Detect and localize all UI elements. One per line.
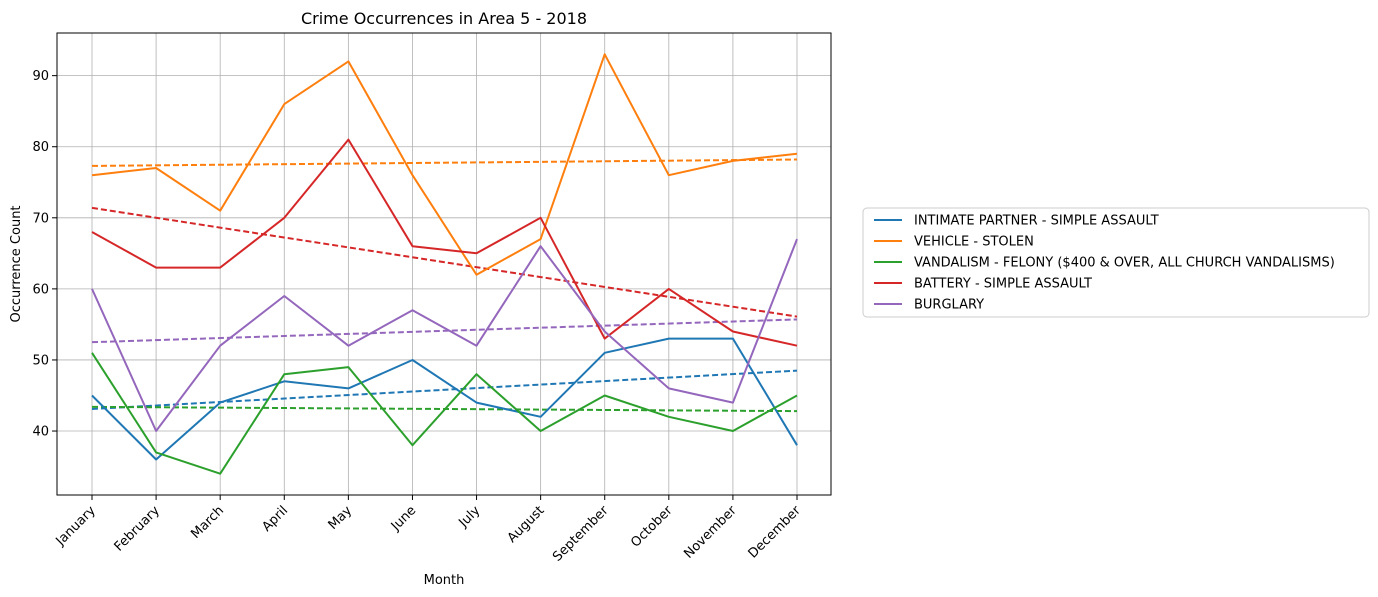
x-tick-label: March <box>188 503 227 542</box>
series-line-1 <box>91 53 798 276</box>
y-tick-label: 70 <box>32 211 49 226</box>
trendline-series-1 <box>91 158 798 167</box>
series-line-4 <box>91 238 798 432</box>
x-tick-label: December <box>746 503 805 562</box>
x-axis-label: Month <box>424 573 465 588</box>
y-tick-label: 50 <box>32 353 49 368</box>
legend-label-1: VEHICLE - STOLEN <box>914 235 1034 250</box>
x-tick-label: January <box>53 503 99 549</box>
legend-label-4: BURGLARY <box>914 298 984 313</box>
x-tick-label: May <box>326 503 356 533</box>
series-line-0 <box>91 337 798 461</box>
x-tick-label: June <box>388 503 419 534</box>
x-tick-label: September <box>550 503 612 565</box>
legend-label-2: VANDALISM - FELONY ($400 & OVER, ALL CHU… <box>914 256 1335 271</box>
trendlines <box>91 158 798 413</box>
y-tick-label: 60 <box>32 282 49 297</box>
y-tick-label: 80 <box>32 140 49 155</box>
chart-title: Crime Occurrences in Area 5 - 2018 <box>301 9 587 28</box>
legend: INTIMATE PARTNER - SIMPLE ASSAULT VEHICLE… <box>862 207 1370 318</box>
grid <box>57 33 831 495</box>
series-line-3 <box>91 138 798 347</box>
x-tick-label: February <box>112 503 164 555</box>
y-tick-label: 90 <box>32 69 49 84</box>
y-tick-label: 40 <box>32 425 49 440</box>
legend-label-3: BATTERY - SIMPLE ASSAULT <box>914 277 1092 292</box>
legend-label-0: INTIMATE PARTNER - SIMPLE ASSAULT <box>914 214 1159 229</box>
trendline-series-0 <box>91 369 798 410</box>
y-axis-ticks: 40 50 60 70 80 90 <box>32 69 57 440</box>
plot-area-frame <box>56 32 832 496</box>
y-axis-label: Occurrence Count <box>9 205 24 322</box>
trendline-series-4 <box>91 318 798 344</box>
x-tick-label: October <box>628 503 676 551</box>
legend-box <box>862 207 1370 318</box>
x-tick-label: April <box>259 503 291 535</box>
x-axis-ticks: January February March April May June July Augu… <box>53 495 805 565</box>
series-lines <box>91 53 798 475</box>
trendline-series-3 <box>91 206 798 318</box>
x-tick-label: July <box>456 503 484 531</box>
series-line-2 <box>91 352 798 475</box>
x-tick-label: August <box>505 503 548 546</box>
x-tick-label: November <box>681 503 740 562</box>
